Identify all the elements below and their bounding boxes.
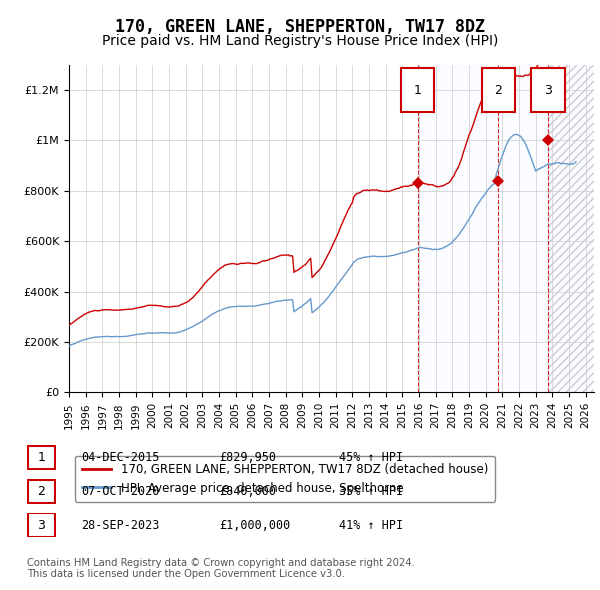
Legend: 170, GREEN LANE, SHEPPERTON, TW17 8DZ (detached house), HPI: Average price, deta: 170, GREEN LANE, SHEPPERTON, TW17 8DZ (d… (75, 455, 496, 502)
Text: 3: 3 (544, 84, 552, 97)
Text: £829,950: £829,950 (219, 451, 276, 464)
Text: 35% ↑ HPI: 35% ↑ HPI (339, 485, 403, 498)
Text: 170, GREEN LANE, SHEPPERTON, TW17 8DZ: 170, GREEN LANE, SHEPPERTON, TW17 8DZ (115, 18, 485, 35)
Text: Contains HM Land Registry data © Crown copyright and database right 2024.
This d: Contains HM Land Registry data © Crown c… (27, 558, 415, 579)
Text: Price paid vs. HM Land Registry's House Price Index (HPI): Price paid vs. HM Land Registry's House … (102, 34, 498, 48)
Text: 1: 1 (414, 84, 422, 97)
FancyBboxPatch shape (482, 68, 515, 112)
Text: £840,000: £840,000 (219, 485, 276, 498)
Text: 2: 2 (37, 485, 46, 498)
Text: £1,000,000: £1,000,000 (219, 519, 290, 532)
Text: 07-OCT-2020: 07-OCT-2020 (81, 485, 160, 498)
FancyBboxPatch shape (401, 68, 434, 112)
Text: 45% ↑ HPI: 45% ↑ HPI (339, 451, 403, 464)
Bar (548, 65, 594, 392)
Text: 2: 2 (494, 84, 502, 97)
FancyBboxPatch shape (28, 480, 55, 503)
Text: 41% ↑ HPI: 41% ↑ HPI (339, 519, 403, 532)
Text: 1: 1 (37, 451, 46, 464)
Text: 04-DEC-2015: 04-DEC-2015 (81, 451, 160, 464)
FancyBboxPatch shape (531, 68, 565, 112)
FancyBboxPatch shape (28, 445, 55, 469)
Bar (418, 65, 548, 392)
Text: 28-SEP-2023: 28-SEP-2023 (81, 519, 160, 532)
FancyBboxPatch shape (28, 513, 55, 537)
Text: 3: 3 (37, 519, 46, 532)
Bar (548, 65, 594, 392)
